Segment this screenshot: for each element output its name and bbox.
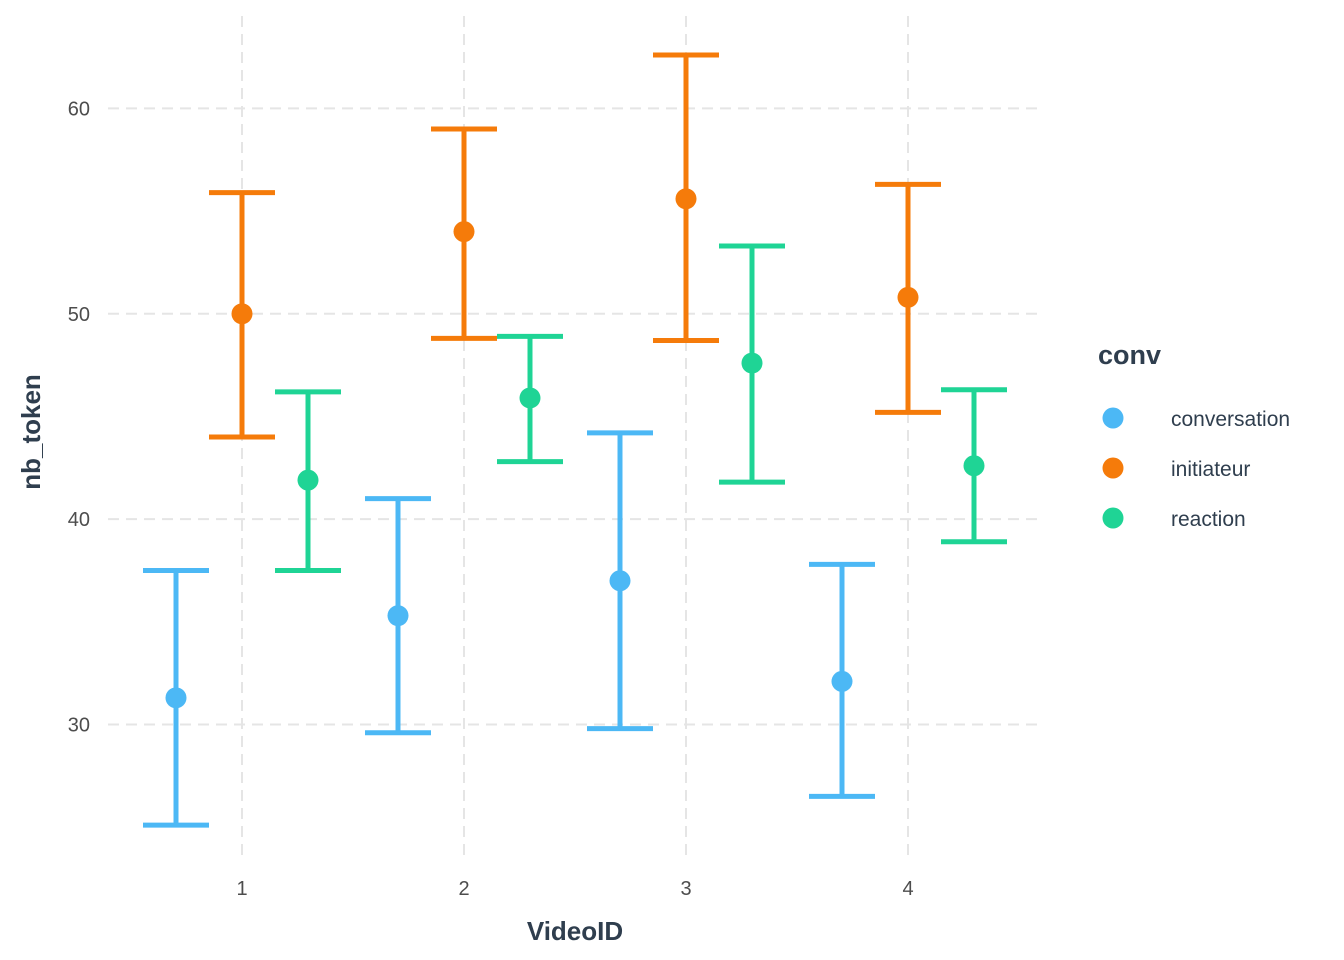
y-axis-title: nb_token: [16, 374, 46, 490]
legend-key-initiateur: [1102, 457, 1124, 479]
mean-point: [453, 221, 475, 243]
legend-key-conversation: [1102, 407, 1124, 429]
series-initiateur: [209, 52, 941, 440]
x-tick-label: 4: [902, 878, 913, 900]
mean-point: [741, 352, 763, 374]
data-marks: [143, 52, 1007, 828]
x-tick-label: 3: [680, 878, 691, 900]
mean-point: [165, 687, 187, 709]
legend-items: conversation initiateur reaction: [1102, 407, 1290, 531]
legend-label-reaction: reaction: [1171, 508, 1246, 531]
mean-point: [675, 188, 697, 210]
legend-label-initiateur: initiateur: [1171, 458, 1250, 481]
y-tick-label: 40: [68, 509, 90, 531]
x-axis-title: VideoID: [527, 916, 623, 946]
y-tick-label: 60: [68, 98, 90, 120]
x-tick-labels: 1 2 3 4: [236, 878, 913, 900]
legend-key-reaction: [1102, 507, 1124, 529]
mean-point: [609, 570, 631, 592]
mean-point: [897, 286, 919, 308]
x-tick-label: 1: [236, 878, 247, 900]
grid-lines: [108, 16, 1044, 858]
mean-point: [831, 670, 853, 692]
y-tick-label: 50: [68, 304, 90, 326]
y-tick-labels: 30 40 50 60: [68, 98, 90, 736]
mean-point: [519, 387, 541, 409]
mean-point: [231, 303, 253, 325]
x-tick-label: 2: [458, 878, 469, 900]
legend-label-conversation: conversation: [1171, 408, 1290, 431]
legend: conv conversation initiateur reaction: [1098, 340, 1290, 531]
series-conversation: [143, 430, 875, 828]
legend-title: conv: [1098, 340, 1161, 370]
series-reaction: [275, 243, 1007, 573]
mean-point: [297, 469, 319, 491]
mean-point: [963, 455, 985, 477]
y-tick-label: 30: [68, 715, 90, 737]
mean-point: [387, 605, 409, 627]
